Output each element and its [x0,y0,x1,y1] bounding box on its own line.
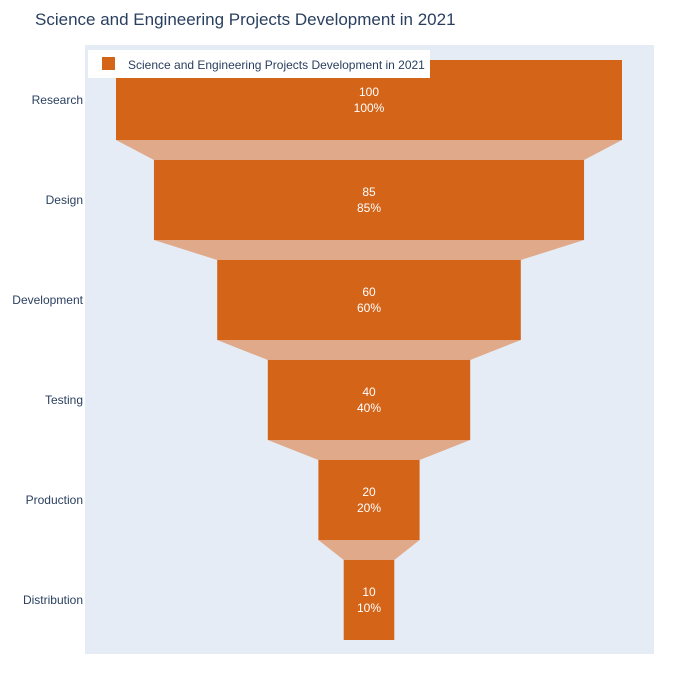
data-label-percent: 40% [357,401,381,415]
funnel-connector [116,140,622,160]
funnel-bar[interactable] [153,160,585,240]
data-label-percent: 60% [357,301,381,315]
funnel-bar[interactable] [267,360,471,440]
funnel-connector [217,340,521,360]
data-label-value: 40 [362,385,376,399]
funnel-connector [267,440,471,460]
legend-box [88,50,430,78]
data-label-value: 10 [362,585,376,599]
data-label-value: 100 [359,85,379,99]
data-label-percent: 20% [357,501,381,515]
category-tick-label: Development [12,293,83,307]
funnel-connector [318,540,420,560]
category-tick-label: Testing [45,393,83,407]
category-tick-label: Production [26,493,83,507]
legend[interactable]: Science and Engineering Projects Develop… [88,50,430,78]
data-label-value: 60 [362,285,376,299]
legend-label: Science and Engineering Projects Develop… [128,58,425,72]
funnel-connector [153,240,585,260]
funnel-bar[interactable] [343,560,395,640]
category-tick-label: Design [46,193,83,207]
data-label-value: 20 [362,485,376,499]
data-label-percent: 10% [357,601,381,615]
category-tick-label: Research [32,93,83,107]
category-tick-label: Distribution [23,593,83,607]
data-label-percent: 85% [357,201,381,215]
funnel-bar[interactable] [217,260,521,340]
legend-swatch [102,57,115,70]
chart-title: Science and Engineering Projects Develop… [35,10,456,29]
category-labels: Research Design Development Testing Producti… [12,93,83,607]
funnel-bar[interactable] [318,460,420,540]
funnel-connectors [116,140,622,560]
data-label-value: 85 [362,185,376,199]
data-label-percent: 100% [354,101,385,115]
